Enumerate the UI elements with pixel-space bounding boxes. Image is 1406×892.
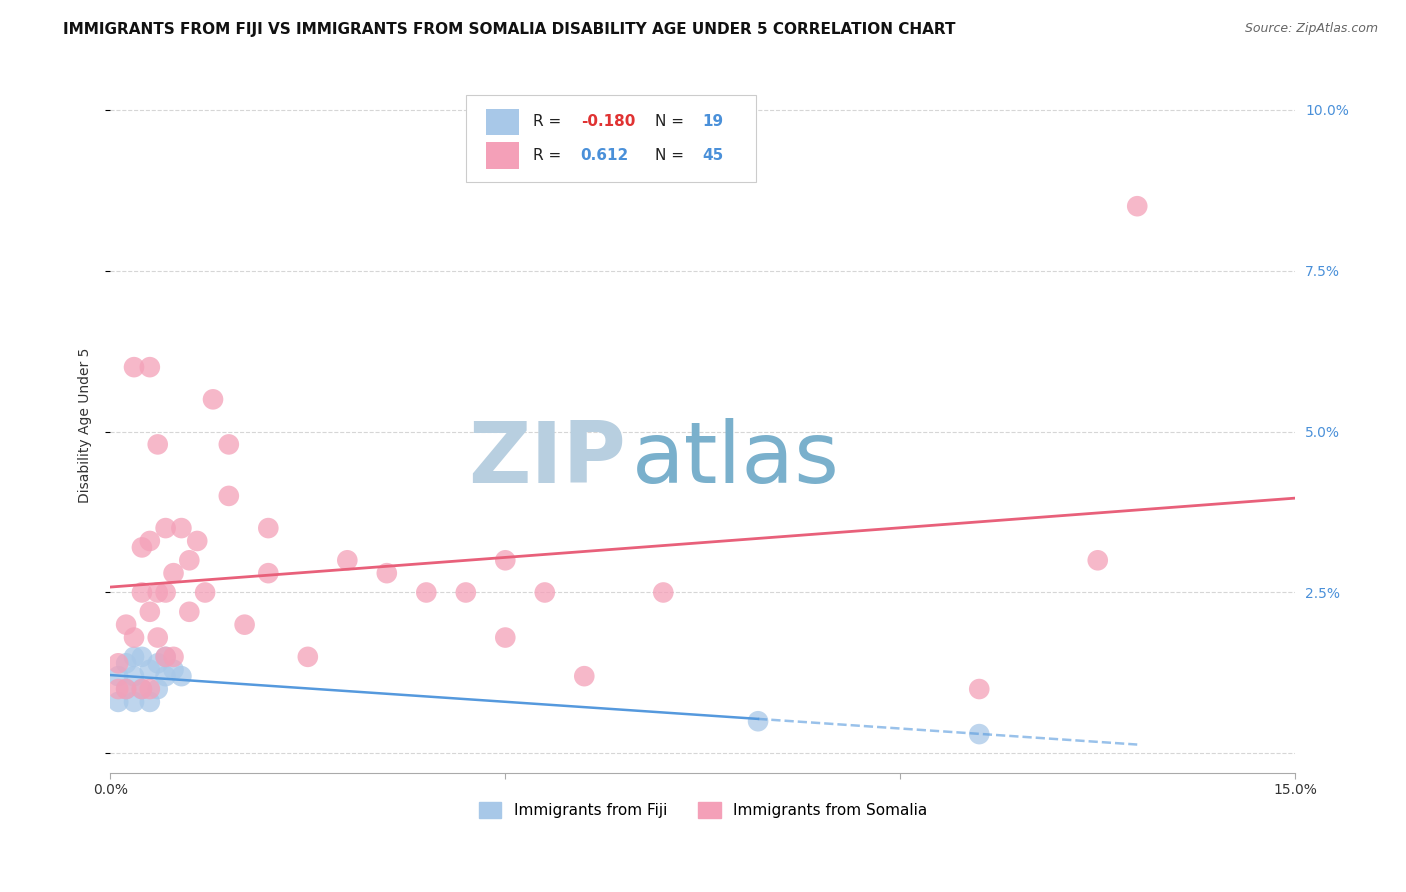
Point bbox=[967, 681, 990, 696]
Point bbox=[179, 553, 201, 567]
FancyBboxPatch shape bbox=[465, 95, 756, 182]
Point bbox=[218, 489, 240, 503]
Point bbox=[574, 669, 596, 683]
Legend: Immigrants from Fiji, Immigrants from Somalia: Immigrants from Fiji, Immigrants from So… bbox=[472, 796, 934, 824]
Point bbox=[107, 681, 129, 696]
Point bbox=[115, 681, 138, 696]
Point bbox=[122, 669, 145, 683]
Point bbox=[494, 553, 516, 567]
FancyBboxPatch shape bbox=[486, 109, 519, 136]
Y-axis label: Disability Age Under 5: Disability Age Under 5 bbox=[79, 347, 93, 503]
Point bbox=[131, 585, 153, 599]
Text: R =: R = bbox=[533, 114, 567, 129]
Text: Source: ZipAtlas.com: Source: ZipAtlas.com bbox=[1244, 22, 1378, 36]
Point bbox=[170, 669, 193, 683]
Point bbox=[1087, 553, 1109, 567]
Point bbox=[155, 649, 177, 664]
Point bbox=[533, 585, 555, 599]
Point bbox=[186, 533, 208, 548]
Text: atlas: atlas bbox=[631, 418, 839, 501]
Point bbox=[122, 631, 145, 645]
Point bbox=[179, 605, 201, 619]
Point bbox=[415, 585, 437, 599]
Point bbox=[146, 681, 169, 696]
Point bbox=[967, 727, 990, 741]
Point bbox=[139, 663, 162, 677]
Point bbox=[139, 533, 162, 548]
Point bbox=[107, 657, 129, 671]
Point bbox=[257, 521, 280, 535]
Point bbox=[107, 669, 129, 683]
Point bbox=[146, 437, 169, 451]
Point bbox=[131, 649, 153, 664]
Point bbox=[652, 585, 675, 599]
Text: N =: N = bbox=[655, 114, 689, 129]
Point bbox=[115, 681, 138, 696]
Point bbox=[122, 360, 145, 375]
Point bbox=[170, 521, 193, 535]
Point bbox=[131, 541, 153, 555]
Point bbox=[122, 695, 145, 709]
Point bbox=[297, 649, 319, 664]
Point bbox=[257, 566, 280, 581]
Point bbox=[146, 631, 169, 645]
Point bbox=[1126, 199, 1149, 213]
Point bbox=[454, 585, 477, 599]
Point bbox=[218, 437, 240, 451]
Text: ZIP: ZIP bbox=[468, 418, 626, 501]
Point bbox=[139, 681, 162, 696]
Point bbox=[155, 585, 177, 599]
Point bbox=[139, 605, 162, 619]
Text: IMMIGRANTS FROM FIJI VS IMMIGRANTS FROM SOMALIA DISABILITY AGE UNDER 5 CORRELATI: IMMIGRANTS FROM FIJI VS IMMIGRANTS FROM … bbox=[63, 22, 956, 37]
Text: R =: R = bbox=[533, 148, 571, 163]
Point bbox=[107, 695, 129, 709]
Point bbox=[162, 663, 184, 677]
Point bbox=[139, 360, 162, 375]
Text: 19: 19 bbox=[703, 114, 724, 129]
Point bbox=[375, 566, 398, 581]
Point bbox=[494, 631, 516, 645]
Point bbox=[115, 617, 138, 632]
Point bbox=[131, 681, 153, 696]
Point bbox=[747, 714, 769, 729]
Text: 45: 45 bbox=[703, 148, 724, 163]
Point bbox=[155, 669, 177, 683]
Point bbox=[162, 649, 184, 664]
Point bbox=[336, 553, 359, 567]
Point bbox=[155, 649, 177, 664]
Point bbox=[194, 585, 217, 599]
Point bbox=[202, 392, 225, 407]
Point bbox=[139, 695, 162, 709]
Point bbox=[131, 681, 153, 696]
Point bbox=[115, 657, 138, 671]
Text: -0.180: -0.180 bbox=[581, 114, 636, 129]
Text: N =: N = bbox=[655, 148, 689, 163]
Point bbox=[146, 585, 169, 599]
FancyBboxPatch shape bbox=[486, 142, 519, 169]
Point bbox=[233, 617, 256, 632]
Point bbox=[146, 657, 169, 671]
Point bbox=[155, 521, 177, 535]
Point bbox=[162, 566, 184, 581]
Text: 0.612: 0.612 bbox=[581, 148, 628, 163]
Point bbox=[122, 649, 145, 664]
